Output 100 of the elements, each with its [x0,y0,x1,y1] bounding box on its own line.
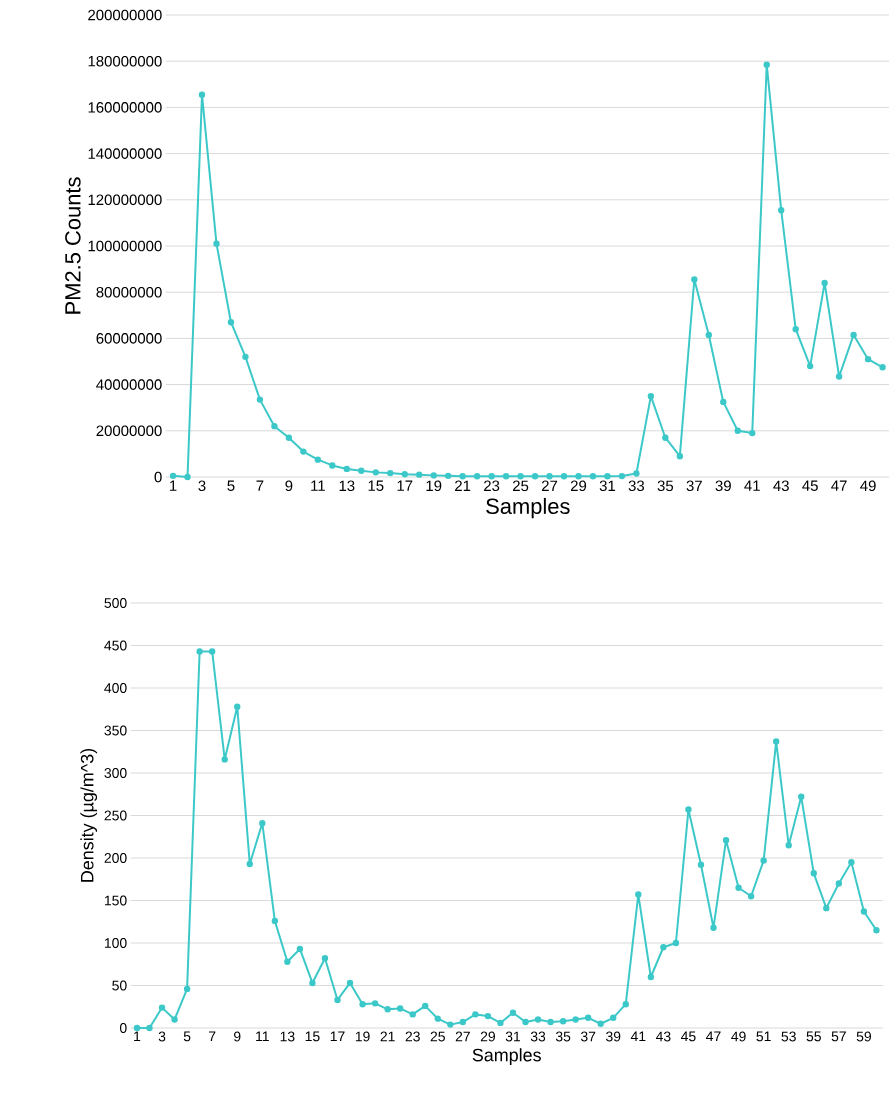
y-tick-label: 150 [104,895,127,906]
point [821,279,828,287]
y-tick-label: 200000000 [88,9,162,21]
point [387,469,394,477]
x-tick-label: 53 [781,1031,796,1042]
point [371,1000,379,1007]
point [873,927,880,934]
x-tick-label: 49 [731,1031,746,1042]
point [309,979,316,987]
point [647,973,655,981]
point [242,353,249,361]
point [572,1016,579,1023]
y-tick-label: 400 [104,683,127,693]
x-tick-label: 27 [455,1031,470,1042]
x-tick-label: 37 [580,1031,596,1042]
point [792,325,799,333]
x-tick-label: 59 [856,1031,871,1042]
x-tick-label: 17 [330,1031,345,1042]
point [196,648,203,655]
point [502,473,510,480]
x-tick-label: 15 [305,1031,320,1042]
point [334,996,341,1004]
y-tick-label: 60000000 [96,333,162,344]
point [430,472,437,479]
x-tick-label: 23 [484,480,500,492]
x-tick-label: 45 [802,480,818,491]
x-tick-label: 49 [860,480,876,492]
point [171,1016,178,1023]
point [146,1024,153,1032]
y-tick-label: 20000000 [96,425,162,437]
point [321,955,329,962]
x-tick-label: 5 [183,1031,191,1042]
point [284,958,291,965]
point [169,472,177,480]
point [798,793,805,800]
point [184,473,191,481]
point [271,422,278,430]
point [763,61,770,68]
x-axis-title: Samples [486,497,570,519]
x-tick-label: 57 [831,1031,846,1042]
x-tick-label: 41 [630,1031,646,1042]
x-tick-label: 33 [628,480,645,492]
point [296,945,304,953]
point [472,1011,479,1018]
x-tick-label: 43 [773,480,789,492]
x-tick-label: 45 [680,1031,696,1042]
point [517,473,524,480]
x-tick-label: 5 [227,480,235,491]
point [401,471,408,478]
point [329,462,336,469]
x-tick-label: 19 [426,480,442,492]
point [158,1004,166,1011]
x-tick-label: 7 [209,1031,216,1042]
x-tick-label: 31 [599,480,616,492]
point [183,985,191,993]
point [221,756,228,763]
point [835,880,843,887]
point [778,207,785,214]
point [300,448,307,455]
point [672,939,680,947]
point [662,434,669,441]
point [749,429,756,437]
y-tick-label: 50 [112,980,127,991]
point [618,472,626,480]
point [575,473,582,480]
x-tick-label: 27 [541,480,558,491]
x-tick-label: 1 [134,1031,141,1042]
point [860,908,868,915]
point [256,396,264,403]
y-tick-label: 200 [104,853,127,863]
point [384,1006,391,1013]
point [484,1012,492,1020]
point [285,434,293,441]
point [346,979,354,987]
point [760,857,767,864]
point [584,1014,592,1021]
y-tick-label: 300 [104,768,127,778]
x-tick-label: 37 [686,480,702,492]
point [647,392,655,400]
point [246,860,253,868]
point [314,456,322,463]
point [522,1018,529,1026]
point [685,806,692,813]
x-tick-label: 35 [657,480,674,492]
x-tick-label: 3 [158,1031,166,1042]
point [864,355,872,363]
y-tick-label: 450 [104,640,127,651]
x-tick-label: 11 [311,480,325,491]
x-tick-label: 29 [480,1031,495,1042]
x-tick-label: 19 [355,1031,370,1042]
point [372,469,379,476]
point [810,870,817,877]
x-tick-label: 29 [570,480,587,492]
x-tick-label: 25 [513,480,529,492]
y-tick-label: 180000000 [88,55,162,67]
point [879,364,886,371]
point [509,1009,517,1016]
y-tick-label: 140000000 [88,148,162,159]
y-tick-label: 100000000 [88,240,162,252]
point [416,471,423,478]
